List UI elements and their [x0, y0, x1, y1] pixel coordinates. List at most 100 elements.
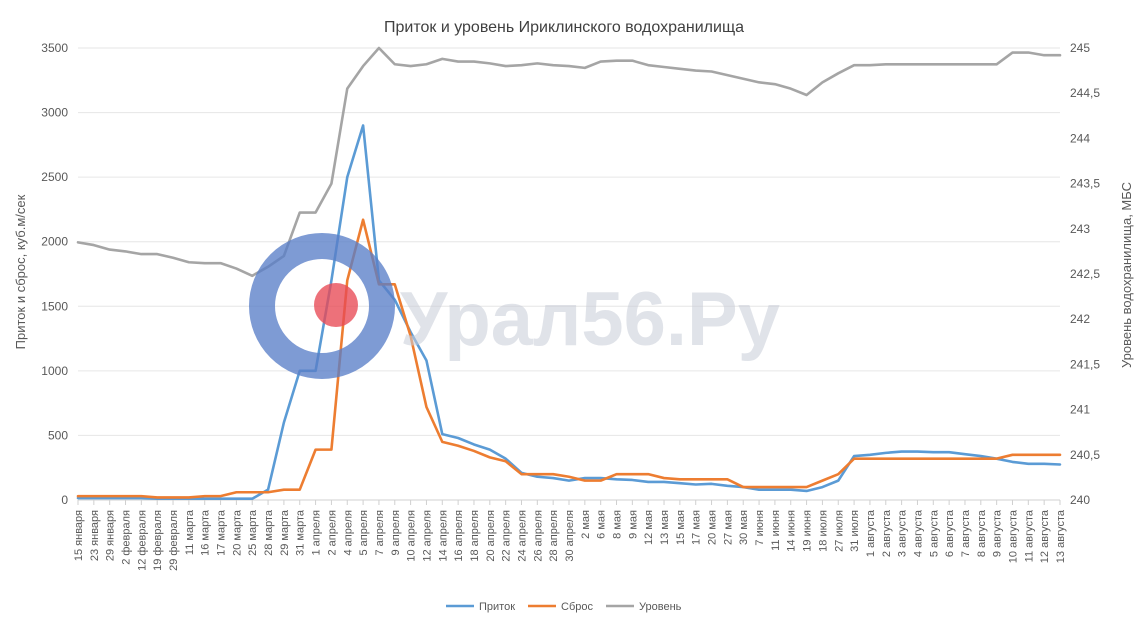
- x-tick-label: 11 августа: [1023, 509, 1035, 562]
- series-lines: [76, 46, 1062, 501]
- x-tick-label: 29 марта: [279, 509, 291, 556]
- x-tick-label: 26 апреля: [532, 510, 544, 562]
- x-tick-label: 28 апреля: [548, 510, 560, 562]
- x-tick-label: 9 августа: [992, 509, 1004, 557]
- x-tick-label: 2 августа: [881, 509, 893, 557]
- x-tick-label: 30 апреля: [564, 510, 576, 562]
- series-line-Уровень: [76, 46, 1062, 278]
- x-tick-label: 5 августа: [928, 509, 940, 557]
- x-tick-label: 15 января: [73, 510, 85, 561]
- legend-label: Сброс: [561, 601, 593, 613]
- y-left-tick-label: 1500: [41, 299, 68, 313]
- x-tick-label: 3 августа: [897, 509, 909, 557]
- x-tick-label: 28 марта: [263, 509, 275, 556]
- x-tick-label: 13 августа: [1055, 509, 1067, 563]
- x-tick-label: 8 августа: [976, 509, 988, 557]
- x-tick-label: 2 апреля: [326, 510, 338, 556]
- x-tick-label: 8 мая: [612, 510, 624, 539]
- y-right-tick-label: 241: [1070, 403, 1090, 417]
- watermark-logo-ring: [249, 233, 395, 379]
- x-tick-label: 14 апреля: [437, 510, 449, 562]
- y-right-tick-label: 244,5: [1070, 86, 1100, 100]
- series-line-Сброс: [76, 218, 1062, 499]
- y-axis-left-ticks: 0 500 1000 1500 2000 2500 3000 3500: [41, 41, 68, 507]
- x-tick-label: 1 апреля: [311, 510, 323, 556]
- x-tick-label: 25 марта: [247, 509, 259, 556]
- series-line-Приток: [76, 124, 1062, 501]
- x-tick-label: 12 апреля: [421, 510, 433, 562]
- chart-title: Приток и уровень Ириклинского водохранил…: [384, 19, 744, 36]
- x-tick-label: 7 июня: [754, 510, 766, 546]
- x-tick-label: 19 июня: [802, 510, 814, 552]
- x-tick-label: 19 февраля: [152, 510, 164, 571]
- x-tick-label: 31 июля: [849, 510, 861, 552]
- x-tick-label: 31 марта: [295, 509, 307, 556]
- legend-label: Приток: [479, 601, 515, 613]
- y-left-tick-label: 2500: [41, 170, 68, 184]
- y-axis-left-label: Приток и сброс, куб.м/сек: [13, 194, 28, 349]
- y-left-tick-label: 2000: [41, 235, 68, 249]
- x-tick-label: 12 мая: [643, 510, 655, 545]
- x-tick-label: 27 июля: [833, 510, 845, 552]
- y-left-tick-label: 3500: [41, 41, 68, 55]
- x-tick-label: 24 апреля: [516, 510, 528, 562]
- x-tick-label: 14 июня: [786, 510, 798, 552]
- y-left-tick-label: 500: [48, 428, 68, 442]
- legend-label: Уровень: [639, 601, 682, 613]
- y-left-tick-label: 1000: [41, 364, 68, 378]
- y-axis-right-label: Уровень водохранилища, МБС: [1119, 182, 1134, 368]
- y-right-tick-label: 241,5: [1070, 357, 1100, 371]
- x-tick-label: 16 марта: [200, 509, 212, 556]
- x-tick-label: 2 февраля: [121, 510, 133, 565]
- x-tick-label: 4 августа: [912, 509, 924, 557]
- y-right-tick-label: 240: [1070, 493, 1090, 507]
- y-right-tick-label: 240,5: [1070, 448, 1100, 462]
- x-tick-label: 10 августа: [1007, 509, 1019, 563]
- x-tick-label: 17 марта: [216, 509, 228, 556]
- x-tick-label: 13 мая: [659, 510, 671, 545]
- x-tick-label: 12 февраля: [136, 510, 148, 571]
- x-tick-label: 6 мая: [596, 510, 608, 539]
- x-tick-label: 4 апреля: [342, 510, 354, 556]
- y-right-tick-label: 244: [1070, 131, 1090, 145]
- x-tick-label: 20 марта: [231, 509, 243, 556]
- y-right-tick-label: 242,5: [1070, 267, 1100, 281]
- x-tick-label: 27 мая: [722, 510, 734, 545]
- y-right-tick-label: 242: [1070, 312, 1090, 326]
- watermark-text: Урал56.Ру: [400, 277, 780, 362]
- x-tick-label: 17 мая: [691, 510, 703, 545]
- x-tick-label: 18 апреля: [469, 510, 481, 562]
- x-tick-label: 20 мая: [707, 510, 719, 545]
- x-tick-label: 30 мая: [738, 510, 750, 545]
- y-right-tick-label: 245: [1070, 41, 1090, 55]
- y-left-tick-label: 0: [61, 493, 68, 507]
- x-tick-label: 7 августа: [960, 509, 972, 557]
- x-tick-label: 1 августа: [865, 509, 877, 557]
- watermark-logo-dot: [314, 283, 358, 327]
- y-left-tick-label: 3000: [41, 106, 68, 120]
- x-tick-label: 6 августа: [944, 509, 956, 557]
- x-tick-label: 29 января: [105, 510, 117, 561]
- x-tick-label: 11 марта: [184, 509, 196, 555]
- x-tick-label: 5 апреля: [358, 510, 370, 556]
- x-tick-label: 15 мая: [675, 510, 687, 545]
- legend: Приток Сброс Уровень: [446, 601, 682, 613]
- x-tick-label: 9 мая: [627, 510, 639, 539]
- y-right-tick-label: 243: [1070, 222, 1090, 236]
- watermark: Урал56.Ру: [249, 233, 780, 379]
- x-tick-label: 16 апреля: [453, 510, 465, 562]
- x-tick-label: 9 апреля: [390, 510, 402, 556]
- x-tick-label: 18 июля: [817, 510, 829, 552]
- x-tick-label: 12 августа: [1039, 509, 1051, 563]
- x-tick-label: 20 апреля: [485, 510, 497, 562]
- x-axis-ticks: 15 января 23 января 29 января 2 февраля 12 ф…: [73, 500, 1067, 571]
- x-tick-label: 10 апреля: [406, 510, 418, 562]
- x-tick-label: 7 апреля: [374, 510, 386, 556]
- x-tick-label: 22 апреля: [501, 510, 513, 562]
- x-tick-label: 11 июня: [770, 510, 782, 551]
- y-axis-right-ticks: 240 240,5 241 241,5 242 242,5 243 243,5 244 244,5…: [1070, 41, 1100, 507]
- y-right-tick-label: 243,5: [1070, 177, 1100, 191]
